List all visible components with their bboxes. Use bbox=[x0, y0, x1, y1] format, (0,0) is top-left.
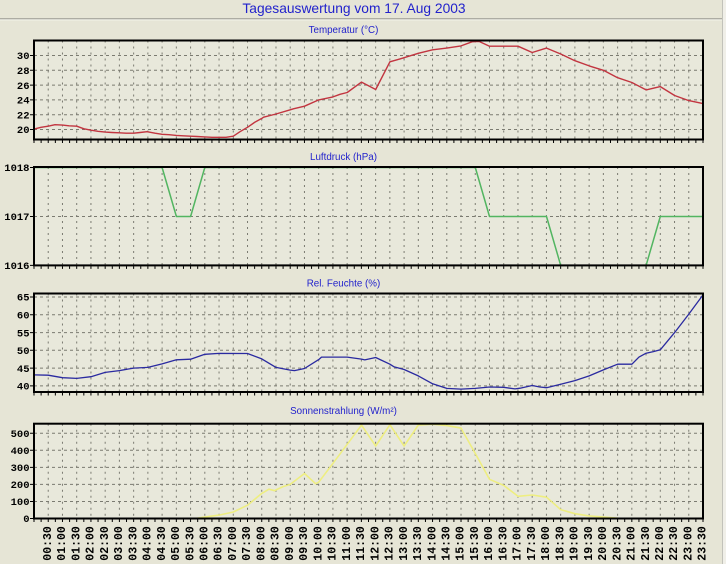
svg-text:55: 55 bbox=[17, 328, 30, 340]
svg-text:05:30: 05:30 bbox=[184, 526, 197, 561]
svg-text:02:30: 02:30 bbox=[99, 526, 112, 561]
svg-text:Temperatur (°C): Temperatur (°C) bbox=[309, 25, 379, 36]
svg-text:05:00: 05:00 bbox=[170, 526, 183, 561]
svg-text:21:30: 21:30 bbox=[640, 526, 653, 561]
svg-text:0: 0 bbox=[23, 514, 29, 526]
svg-text:26: 26 bbox=[17, 81, 30, 93]
svg-text:11:30: 11:30 bbox=[355, 526, 368, 561]
svg-text:03:30: 03:30 bbox=[127, 526, 140, 561]
svg-text:07:30: 07:30 bbox=[241, 526, 254, 561]
svg-text:24: 24 bbox=[17, 96, 30, 108]
svg-text:22:30: 22:30 bbox=[668, 526, 681, 561]
svg-text:16:00: 16:00 bbox=[483, 526, 496, 561]
svg-text:21:00: 21:00 bbox=[626, 526, 639, 561]
svg-text:03:00: 03:00 bbox=[113, 526, 126, 561]
svg-text:20:00: 20:00 bbox=[597, 526, 610, 561]
svg-text:20: 20 bbox=[17, 125, 30, 137]
svg-text:400: 400 bbox=[11, 446, 30, 458]
svg-text:23:30: 23:30 bbox=[697, 526, 710, 561]
svg-text:45: 45 bbox=[17, 364, 30, 376]
svg-text:18:30: 18:30 bbox=[554, 526, 567, 561]
svg-text:15:30: 15:30 bbox=[469, 526, 482, 561]
svg-text:28: 28 bbox=[17, 66, 30, 78]
svg-text:14:30: 14:30 bbox=[441, 526, 454, 561]
svg-text:17:30: 17:30 bbox=[526, 526, 539, 561]
svg-text:19:00: 19:00 bbox=[569, 526, 582, 561]
svg-text:06:30: 06:30 bbox=[213, 526, 226, 561]
svg-text:08:00: 08:00 bbox=[255, 526, 268, 561]
svg-text:40: 40 bbox=[17, 382, 30, 394]
svg-text:1017: 1017 bbox=[4, 212, 29, 224]
svg-text:06:00: 06:00 bbox=[199, 526, 212, 561]
svg-text:16:30: 16:30 bbox=[497, 526, 510, 561]
svg-text:22:00: 22:00 bbox=[654, 526, 667, 561]
svg-text:Luftdruck (hPa): Luftdruck (hPa) bbox=[310, 152, 377, 163]
svg-text:300: 300 bbox=[11, 463, 30, 475]
svg-text:10:00: 10:00 bbox=[312, 526, 325, 561]
svg-text:65: 65 bbox=[17, 293, 30, 305]
svg-text:30: 30 bbox=[17, 51, 30, 63]
svg-text:23:00: 23:00 bbox=[683, 526, 696, 561]
svg-text:04:30: 04:30 bbox=[156, 526, 169, 561]
svg-text:08:30: 08:30 bbox=[270, 526, 283, 561]
svg-text:09:30: 09:30 bbox=[298, 526, 311, 561]
svg-text:Sonnenstrahlung (W/m²): Sonnenstrahlung (W/m²) bbox=[290, 406, 397, 417]
svg-text:500: 500 bbox=[11, 429, 30, 441]
svg-text:00:30: 00:30 bbox=[42, 526, 55, 561]
svg-text:19:30: 19:30 bbox=[583, 526, 596, 561]
svg-text:1016: 1016 bbox=[4, 261, 29, 273]
svg-text:02:00: 02:00 bbox=[85, 526, 98, 561]
svg-text:17:00: 17:00 bbox=[512, 526, 525, 561]
svg-text:22: 22 bbox=[17, 110, 30, 122]
svg-text:200: 200 bbox=[11, 480, 30, 492]
svg-text:01:30: 01:30 bbox=[70, 526, 83, 561]
svg-text:60: 60 bbox=[17, 311, 30, 323]
svg-text:Rel. Feuchte (%): Rel. Feuchte (%) bbox=[307, 278, 381, 289]
svg-text:1018: 1018 bbox=[4, 163, 29, 175]
svg-text:01:00: 01:00 bbox=[56, 526, 69, 561]
svg-text:18:00: 18:00 bbox=[540, 526, 553, 561]
svg-text:07:00: 07:00 bbox=[227, 526, 240, 561]
svg-text:10:30: 10:30 bbox=[327, 526, 340, 561]
svg-text:100: 100 bbox=[11, 497, 30, 509]
svg-text:Tagesauswertung vom 17. Aug 20: Tagesauswertung vom 17. Aug 2003 bbox=[242, 1, 466, 16]
svg-text:13:30: 13:30 bbox=[412, 526, 425, 561]
svg-text:20:30: 20:30 bbox=[611, 526, 624, 561]
svg-text:14:00: 14:00 bbox=[426, 526, 439, 561]
svg-text:04:00: 04:00 bbox=[142, 526, 155, 561]
svg-text:13:00: 13:00 bbox=[398, 526, 411, 561]
svg-text:15:00: 15:00 bbox=[455, 526, 468, 561]
svg-text:12:30: 12:30 bbox=[384, 526, 397, 561]
svg-text:09:00: 09:00 bbox=[284, 526, 297, 561]
svg-text:50: 50 bbox=[17, 346, 30, 358]
svg-text:12:00: 12:00 bbox=[369, 526, 382, 561]
svg-text:11:00: 11:00 bbox=[341, 526, 354, 561]
